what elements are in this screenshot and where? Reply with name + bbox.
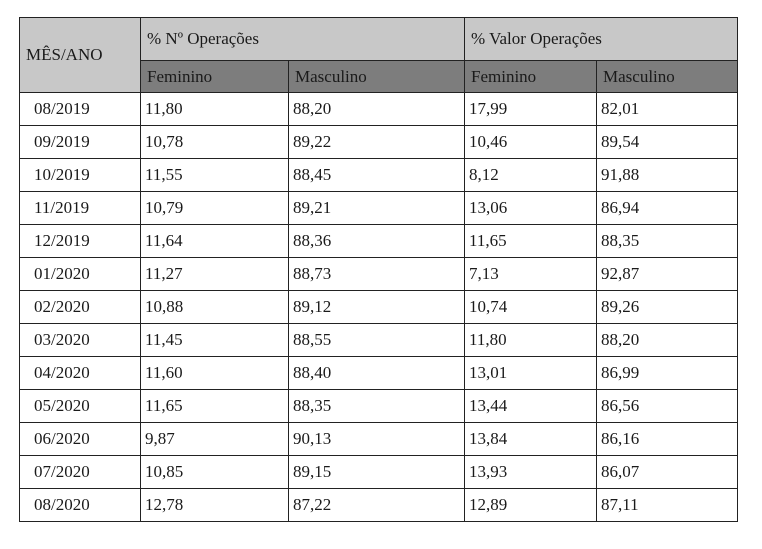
- month-cell: 05/2020: [19, 389, 141, 423]
- table-row: 05/2020 11,65 88,35 13,44 86,56: [19, 389, 739, 423]
- table-row: 10/2019 11,55 88,45 8,12 91,88: [19, 158, 739, 192]
- count-male-cell: 89,21: [287, 191, 466, 225]
- value-female-cell: 11,65: [464, 224, 598, 258]
- count-female-cell: 11,65: [140, 389, 289, 423]
- count-female-cell: 11,64: [140, 224, 289, 258]
- count-male-cell: 90,13: [287, 422, 466, 456]
- value-male-cell: 82,01: [596, 92, 739, 126]
- value-female-cell: 10,74: [464, 290, 598, 324]
- value-female-cell: 8,12: [464, 158, 598, 192]
- count-female-cell: 10,88: [140, 290, 289, 324]
- value-male-cell: 86,94: [596, 191, 739, 225]
- table-row: 01/2020 11,27 88,73 7,13 92,87: [19, 257, 739, 291]
- table-row: 03/2020 11,45 88,55 11,80 88,20: [19, 323, 739, 357]
- table-row: 07/2020 10,85 89,15 13,93 86,07: [19, 455, 739, 489]
- month-cell: 10/2019: [19, 158, 141, 192]
- table-row: 09/2019 10,78 89,22 10,46 89,54: [19, 125, 739, 159]
- count-male-cell: 89,22: [287, 125, 466, 159]
- month-cell: 12/2019: [19, 224, 141, 258]
- month-cell: 04/2020: [19, 356, 141, 390]
- table-row: 06/2020 9,87 90,13 13,84 86,16: [19, 422, 739, 456]
- value-male-cell: 86,99: [596, 356, 739, 390]
- count-female-cell: 11,80: [140, 92, 289, 126]
- value-female-cell: 13,44: [464, 389, 598, 423]
- value-male-cell: 86,56: [596, 389, 739, 423]
- month-cell: 09/2019: [19, 125, 141, 159]
- value-female-cell: 13,06: [464, 191, 598, 225]
- value-male-cell: 86,07: [596, 455, 739, 489]
- count-male-cell: 88,40: [287, 356, 466, 390]
- month-cell: 02/2020: [19, 290, 141, 324]
- value-male-cell: 89,54: [596, 125, 739, 159]
- count-female-cell: 11,27: [140, 257, 289, 291]
- count-male-cell: 88,55: [287, 323, 466, 357]
- month-cell: 06/2020: [19, 422, 141, 456]
- count-male-cell: 88,45: [287, 158, 466, 192]
- count-male-cell: 88,73: [287, 257, 466, 291]
- value-female-cell: 13,84: [464, 422, 598, 456]
- month-cell: 01/2020: [19, 257, 141, 291]
- month-cell: 07/2020: [19, 455, 141, 489]
- table-row: 12/2019 11,64 88,36 11,65 88,35: [19, 224, 739, 258]
- count-male-cell: 87,22: [287, 488, 466, 522]
- value-male-cell: 89,26: [596, 290, 739, 324]
- count-female-header: Feminino: [140, 60, 289, 93]
- value-male-cell: 88,35: [596, 224, 739, 258]
- value-male-header: Masculino: [596, 60, 739, 93]
- count-male-cell: 89,15: [287, 455, 466, 489]
- value-female-header: Feminino: [464, 60, 598, 93]
- count-female-cell: 9,87: [140, 422, 289, 456]
- month-cell: 03/2020: [19, 323, 141, 357]
- value-female-cell: 13,01: [464, 356, 598, 390]
- count-percent-group-header: % Nº Operações: [139, 17, 466, 61]
- month-cell: 11/2019: [19, 191, 141, 225]
- count-female-cell: 12,78: [140, 488, 289, 522]
- count-female-cell: 10,79: [140, 191, 289, 225]
- value-female-cell: 10,46: [464, 125, 598, 159]
- value-female-cell: 11,80: [464, 323, 598, 357]
- count-female-cell: 11,60: [140, 356, 289, 390]
- count-male-cell: 88,36: [287, 224, 466, 258]
- value-female-cell: 17,99: [464, 92, 598, 126]
- value-percent-group-header: % Valor Operações: [464, 17, 739, 61]
- count-male-header: Masculino: [287, 60, 466, 93]
- value-female-cell: 13,93: [464, 455, 598, 489]
- table-row: 08/2020 12,78 87,22 12,89 87,11: [19, 488, 739, 522]
- header-group-row: MÊS/ANO % Nº Operações % Valor Operações: [19, 17, 739, 93]
- month-cell: 08/2020: [19, 488, 141, 522]
- value-male-cell: 92,87: [596, 257, 739, 291]
- count-female-cell: 11,55: [140, 158, 289, 192]
- count-male-cell: 89,12: [287, 290, 466, 324]
- value-male-cell: 88,20: [596, 323, 739, 357]
- count-female-cell: 10,85: [140, 455, 289, 489]
- table-row: 04/2020 11,60 88,40 13,01 86,99: [19, 356, 739, 390]
- count-female-cell: 11,45: [140, 323, 289, 357]
- table-row: 02/2020 10,88 89,12 10,74 89,26: [19, 290, 739, 324]
- header-subgroup-row: Feminino Masculino Feminino Masculino: [20, 60, 739, 93]
- table-row: 08/2019 11,80 88,20 17,99 82,01: [19, 92, 739, 126]
- table-row: 11/2019 10,79 89,21 13,06 86,94: [19, 191, 739, 225]
- value-female-cell: 12,89: [464, 488, 598, 522]
- month-cell: 08/2019: [19, 92, 141, 126]
- value-female-cell: 7,13: [464, 257, 598, 291]
- month-column-header: MÊS/ANO: [19, 17, 141, 93]
- operations-table: MÊS/ANO % Nº Operações % Valor Operações…: [19, 17, 739, 522]
- value-male-cell: 91,88: [596, 158, 739, 192]
- count-male-cell: 88,35: [287, 389, 466, 423]
- table-body: 08/2019 11,80 88,20 17,99 82,01 09/2019 10,78 8…: [19, 92, 739, 522]
- table-header: MÊS/ANO % Nº Operações % Valor Operações…: [19, 17, 739, 93]
- count-male-cell: 88,20: [287, 92, 466, 126]
- value-male-cell: 86,16: [596, 422, 739, 456]
- count-female-cell: 10,78: [140, 125, 289, 159]
- value-male-cell: 87,11: [596, 488, 739, 522]
